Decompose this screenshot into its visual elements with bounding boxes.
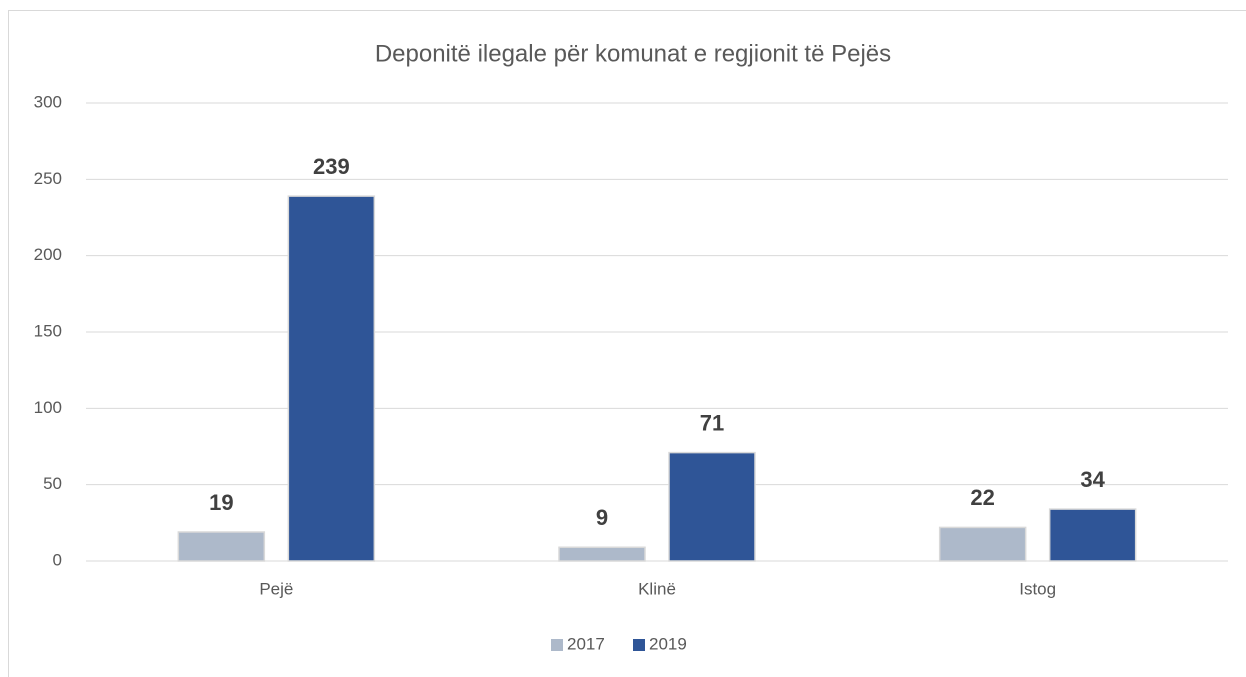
y-tick-label: 200 [34, 245, 62, 264]
bar [287, 195, 376, 562]
chart-border [8, 10, 1246, 677]
y-tick-label: 250 [34, 169, 62, 188]
data-label: 22 [970, 485, 994, 510]
bar [938, 526, 1027, 562]
y-tick-label: 150 [34, 321, 62, 340]
data-label: 34 [1080, 467, 1105, 492]
data-label: 239 [313, 154, 350, 179]
data-label: 19 [209, 490, 233, 515]
x-tick-label: Istog [1019, 579, 1056, 598]
bar [558, 546, 646, 562]
y-tick-label: 50 [43, 474, 62, 493]
chart-title: Deponitë ilegale për komunat e regjionit… [375, 40, 891, 67]
data-label: 71 [700, 410, 724, 435]
legend-label: 2017 [567, 634, 605, 653]
legend-label: 2019 [649, 634, 687, 653]
bar [668, 451, 756, 562]
legend-swatch [551, 639, 563, 651]
bar [177, 531, 266, 562]
y-tick-label: 100 [34, 398, 62, 417]
x-tick-label: Pejë [259, 579, 293, 598]
y-tick-label: 0 [53, 550, 62, 569]
legend-swatch [633, 639, 645, 651]
bar [1048, 508, 1137, 562]
data-label: 9 [596, 505, 608, 530]
y-tick-label: 300 [34, 92, 62, 111]
x-tick-label: Klinë [638, 579, 676, 598]
